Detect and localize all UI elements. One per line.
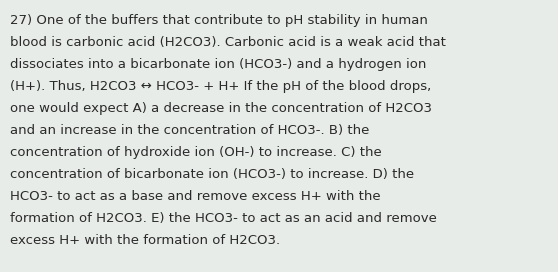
Text: concentration of bicarbonate ion (HCO3-) to increase. D) the: concentration of bicarbonate ion (HCO3-)… [10, 168, 414, 181]
Text: concentration of hydroxide ion (OH-) to increase. C) the: concentration of hydroxide ion (OH-) to … [10, 146, 382, 159]
Text: dissociates into a bicarbonate ion (HCO3-) and a hydrogen ion: dissociates into a bicarbonate ion (HCO3… [10, 58, 426, 71]
Text: (H+). Thus, H2CO3 ↔ HCO3- + H+ If the pH of the blood drops,: (H+). Thus, H2CO3 ↔ HCO3- + H+ If the pH… [10, 80, 431, 93]
Text: one would expect A) a decrease in the concentration of H2CO3: one would expect A) a decrease in the co… [10, 102, 432, 115]
Text: blood is carbonic acid (H2CO3). Carbonic acid is a weak acid that: blood is carbonic acid (H2CO3). Carbonic… [10, 36, 446, 49]
Text: 27) One of the buffers that contribute to pH stability in human: 27) One of the buffers that contribute t… [10, 14, 428, 27]
Text: HCO3- to act as a base and remove excess H+ with the: HCO3- to act as a base and remove excess… [10, 190, 381, 203]
Text: and an increase in the concentration of HCO3-. B) the: and an increase in the concentration of … [10, 124, 369, 137]
Text: excess H+ with the formation of H2CO3.: excess H+ with the formation of H2CO3. [10, 234, 280, 247]
Text: formation of H2CO3. E) the HCO3- to act as an acid and remove: formation of H2CO3. E) the HCO3- to act … [10, 212, 437, 225]
